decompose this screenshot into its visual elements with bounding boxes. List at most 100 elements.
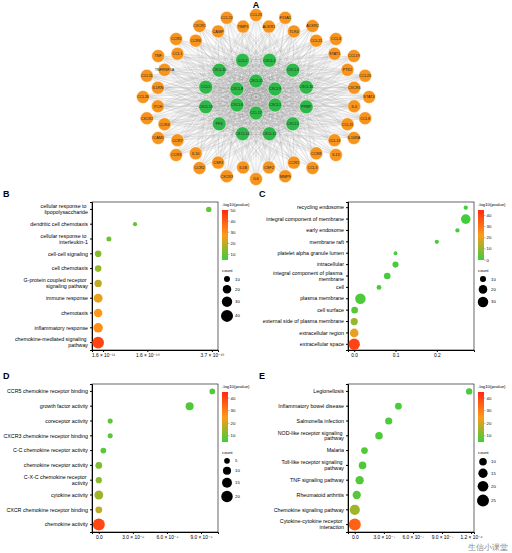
y-tick: dendritic cell chemotaxis	[30, 221, 92, 227]
plot-frame	[348, 202, 474, 350]
y-tick: cell chemotaxis	[52, 265, 92, 271]
category-label-line: inflammatory response	[34, 324, 88, 330]
edge	[243, 60, 317, 153]
category-label: chemokine receptor activity	[24, 462, 89, 468]
y-tick: cellular response to interleukin-1	[41, 233, 92, 245]
edge	[237, 89, 293, 124]
y-tick: cell surface	[317, 307, 348, 313]
edge	[219, 18, 285, 124]
category-label-line: interleukin-1	[59, 239, 88, 245]
y-tick: Legionellosis	[313, 388, 348, 394]
category-label-line: CXCR3 chemokine receptor binding	[4, 432, 89, 438]
node-label: TLR4	[289, 30, 298, 34]
y-tick-mark	[346, 480, 348, 481]
category-label: cell-cell signaling	[48, 250, 88, 256]
node	[220, 170, 233, 183]
figure: ACCL23ACKR1F13A1TLR4ACKR2CCL21CCL4STAT1C…	[0, 0, 512, 553]
category-label-line: dendritic cell chemotaxis	[30, 221, 88, 227]
bubble	[108, 433, 113, 438]
node	[287, 156, 300, 169]
category-label-line: immune response	[46, 295, 88, 301]
bubble	[394, 251, 398, 255]
node	[137, 91, 150, 104]
colorbar-tick-label: 30	[231, 230, 236, 235]
colorbar-tick-label: 20	[487, 235, 492, 240]
category-label: C-C chemokine receptor activity	[13, 447, 88, 453]
node-label: TIMP1	[237, 25, 248, 29]
node	[230, 82, 244, 96]
size-legend-label: 20	[491, 287, 496, 292]
node-label: CXCR1	[193, 24, 206, 28]
edge	[147, 60, 243, 75]
size-legend-label: 10	[491, 459, 496, 464]
y-tick: chemokine receptor activity	[24, 462, 92, 468]
node-label: CXCL6	[231, 103, 243, 107]
y-tick: CCR5 chemokine receptor binding	[7, 388, 92, 394]
edge	[196, 41, 243, 61]
node	[262, 161, 275, 174]
category-label: TNF signaling pathway	[290, 477, 344, 483]
colorbar-tick	[228, 254, 230, 255]
colorbar-tick	[484, 435, 486, 436]
y-tick-mark	[346, 230, 348, 231]
y-tick: NOD-like receptor signaling pathway	[278, 430, 348, 442]
colorbar-title: -log10(pvalue)	[478, 202, 506, 207]
category-label-line: chemokine activity	[45, 521, 89, 527]
y-tick-mark	[346, 495, 348, 496]
x-tick-mark	[201, 532, 202, 534]
node-label: IL10RA	[348, 136, 361, 140]
node	[329, 148, 342, 161]
panel-title: C	[259, 189, 266, 199]
node	[279, 170, 292, 183]
colorbar-title: -log10(pvalue)	[222, 202, 250, 207]
node	[347, 50, 360, 63]
bubble	[206, 207, 211, 212]
bubble-panel: D0.03.0 × 10⁻⁸6.0 × 10⁻⁸9.0 × 10⁻⁸CCR5 c…	[3, 371, 250, 540]
bubble	[461, 214, 471, 224]
node-label: CXCL10	[212, 68, 226, 72]
edge	[143, 70, 219, 97]
bubble-panel: C0.00.10.2recycling endosomeintegral com…	[259, 189, 506, 358]
node	[212, 117, 226, 131]
bubble	[95, 265, 102, 272]
category-label: CXCR chemokine receptor binding	[6, 506, 88, 512]
category-label-line: plasma membrane	[300, 295, 344, 301]
colorbar-title: -log10(pvalue)	[222, 384, 250, 389]
node-label: CCL20	[359, 74, 371, 78]
x-tick-label: 0.0	[352, 535, 359, 540]
node	[140, 112, 153, 125]
legend: -log10(pvalue)1020304050count10203040	[221, 202, 250, 322]
category-label-line: lipopolysaccharide	[44, 209, 88, 215]
size-legend-symbol	[478, 469, 487, 478]
category-label: integral component of plasma membrane	[273, 270, 344, 282]
colorbar-tick	[228, 221, 230, 222]
node	[152, 50, 165, 63]
node	[268, 98, 282, 112]
bubbles	[92, 207, 211, 349]
category-label: C-X-C chemokine receptor activity	[24, 474, 89, 486]
category-label-line: Malaria	[327, 447, 344, 453]
edge	[256, 87, 306, 113]
size-legend-label: 40	[235, 313, 240, 318]
node	[347, 132, 360, 145]
y-tick-mark	[90, 391, 92, 392]
x-tick-mark	[442, 532, 443, 534]
x-axis-line	[349, 533, 475, 535]
colorbar-tick-label: 0	[487, 258, 490, 263]
category-label: growth factor activity	[40, 403, 89, 409]
size-legend-label: 30	[491, 299, 496, 304]
y-tick-mark	[90, 327, 92, 328]
bubbles	[349, 206, 471, 350]
watermark: 生信小课堂	[468, 543, 508, 552]
node	[170, 148, 183, 161]
category-label: Malaria	[327, 447, 344, 453]
colorbar-tick-label: 30	[231, 408, 236, 413]
category-label-line: CXCR chemokine receptor binding	[6, 506, 88, 512]
bubble	[395, 403, 402, 410]
y-tick-mark	[346, 253, 348, 254]
edge	[243, 41, 317, 61]
node	[287, 25, 300, 38]
y-tick-mark	[346, 241, 348, 242]
x-tick-label: 0.2	[434, 353, 441, 358]
edge	[206, 107, 227, 176]
